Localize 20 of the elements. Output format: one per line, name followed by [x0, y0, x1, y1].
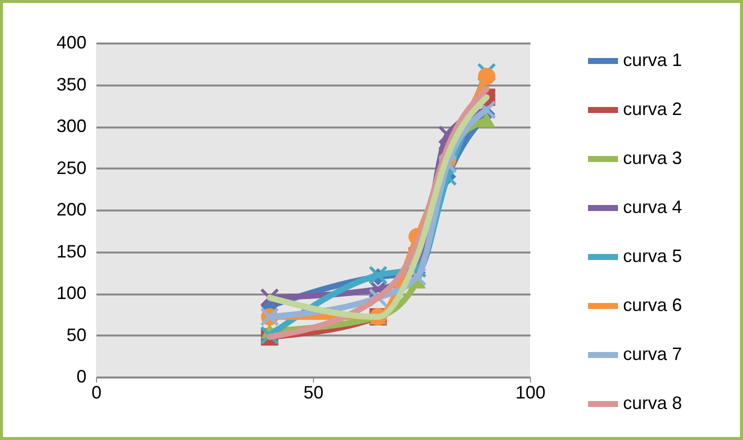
- legend-label: curva 2: [623, 99, 682, 119]
- y-tick-label: 300: [56, 116, 86, 136]
- legend-label: curva 4: [623, 197, 682, 217]
- legend-label: curva 1: [623, 50, 682, 70]
- x-tick-label: 0: [91, 382, 102, 402]
- y-tick-label: 50: [66, 324, 86, 345]
- y-tick-label: 400: [56, 32, 86, 52]
- y-tick-label: 200: [56, 200, 86, 220]
- legend-label: curva 3: [623, 148, 682, 168]
- legend-label: curva 6: [623, 295, 682, 315]
- y-tick-label: 0: [76, 366, 86, 386]
- y-tick-label: 100: [56, 283, 86, 303]
- legend-label: curva 8: [623, 393, 682, 413]
- legend-label: curva 7: [623, 344, 682, 364]
- y-tick-label: 150: [56, 241, 86, 262]
- x-tick-label: 100: [515, 382, 546, 402]
- x-tick-label: 50: [303, 382, 324, 402]
- y-tick-label: 350: [56, 74, 86, 94]
- legend-label: curva 5: [623, 246, 682, 266]
- y-tick-label: 250: [56, 158, 86, 178]
